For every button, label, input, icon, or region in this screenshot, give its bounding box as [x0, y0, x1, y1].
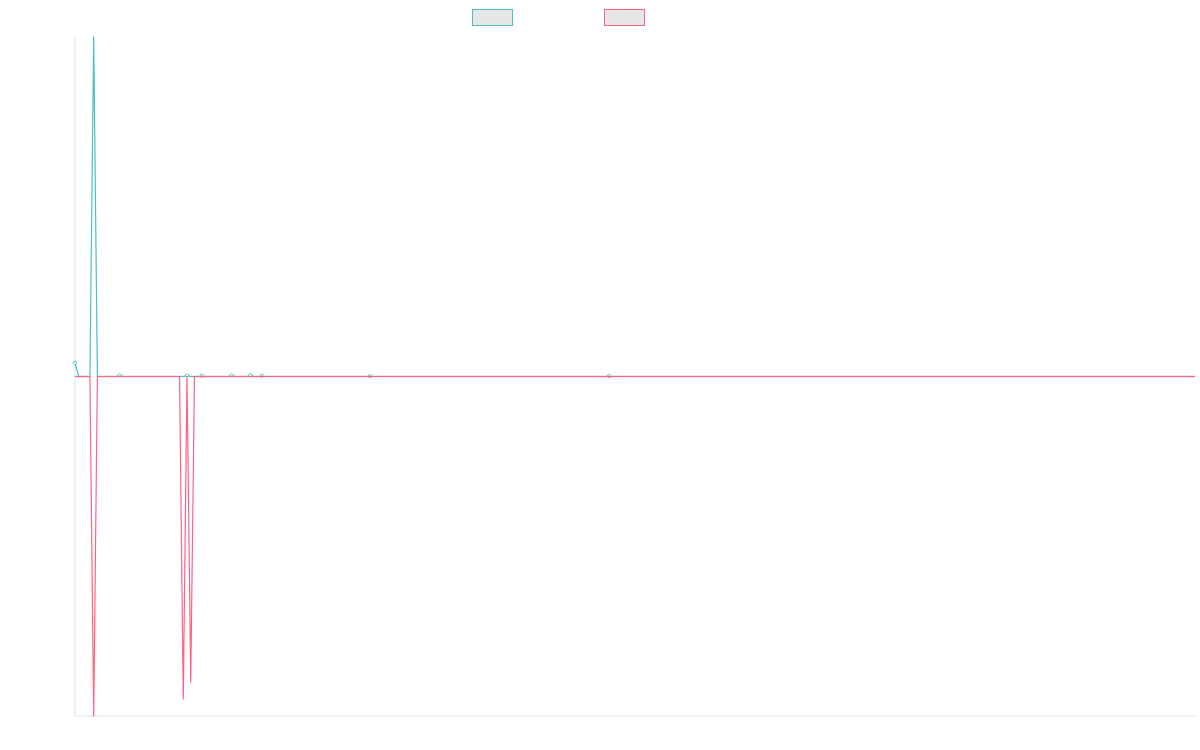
legend-swatch-series-1[interactable]	[472, 9, 513, 26]
legend-swatch-series-2[interactable]	[604, 9, 645, 26]
plot-area	[73, 36, 1195, 717]
chart-legend[interactable]	[472, 9, 645, 26]
series-line-1	[74, 36, 1195, 378]
data-point	[73, 361, 77, 365]
series-line-2	[75, 375, 1195, 717]
